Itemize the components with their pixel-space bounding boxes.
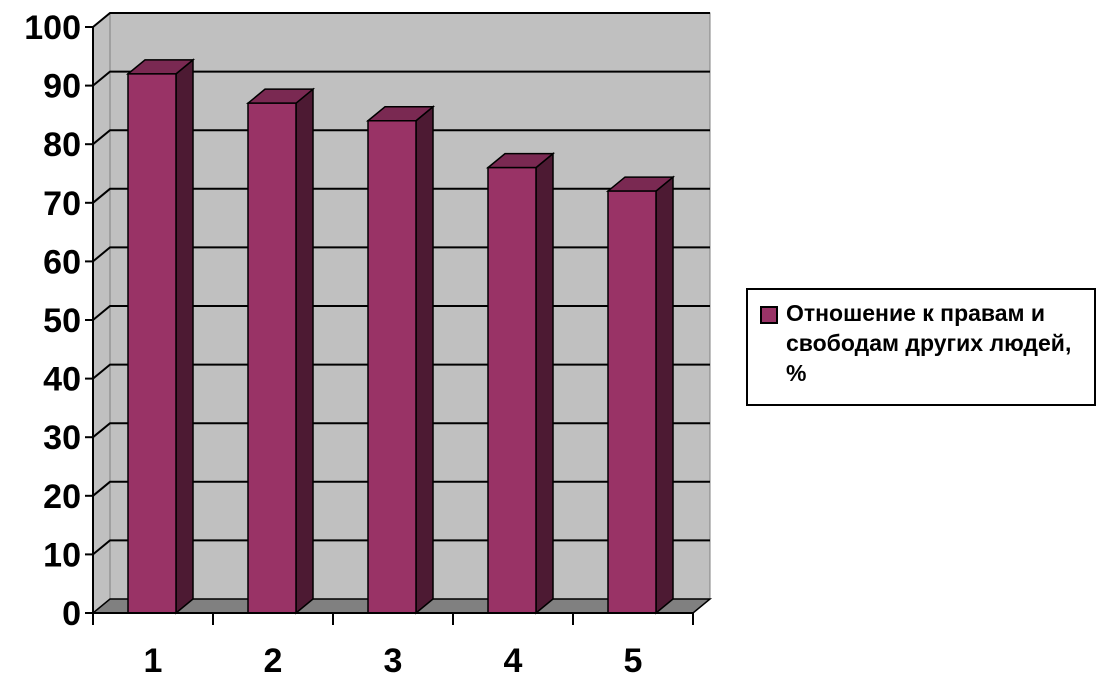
y-tick-label: 20 bbox=[43, 478, 81, 516]
x-axis-tick-labels: 1 2 3 4 5 bbox=[144, 642, 643, 680]
bar bbox=[127, 73, 177, 614]
x-tick-label: 3 bbox=[384, 642, 403, 680]
bar bbox=[367, 120, 417, 614]
bar-side bbox=[655, 175, 674, 615]
legend-label: Отношение к правам и свободам других люд… bbox=[786, 300, 1072, 386]
gridline bbox=[92, 12, 710, 28]
y-tick-label: 70 bbox=[43, 185, 81, 223]
bar bbox=[247, 102, 297, 614]
y-tick-label: 100 bbox=[24, 9, 81, 47]
bar bbox=[607, 190, 657, 614]
bar-side bbox=[175, 58, 194, 615]
y-tick-label: 60 bbox=[43, 243, 81, 281]
gridline bbox=[92, 70, 710, 87]
legend: Отношение к правам и свободам других люд… bbox=[746, 288, 1096, 406]
x-tick-label: 5 bbox=[624, 642, 643, 680]
legend-swatch bbox=[760, 306, 778, 324]
y-tick-label: 50 bbox=[43, 302, 81, 340]
bar-side bbox=[415, 105, 434, 615]
bar bbox=[487, 166, 537, 614]
x-tick-label: 4 bbox=[504, 642, 523, 680]
y-tick-label: 90 bbox=[43, 68, 81, 106]
y-tick-label: 0 bbox=[62, 595, 81, 633]
y-tick-label: 40 bbox=[43, 361, 81, 399]
axes bbox=[85, 26, 694, 625]
bar-side bbox=[535, 152, 554, 615]
y-tick-label: 80 bbox=[43, 126, 81, 164]
x-tick-label: 2 bbox=[264, 642, 283, 680]
y-axis-tick-labels: 0 10 20 30 40 50 60 70 80 90 100 bbox=[24, 9, 81, 633]
x-tick-label: 1 bbox=[144, 642, 163, 680]
y-tick-label: 10 bbox=[43, 536, 81, 574]
gridline bbox=[92, 129, 710, 145]
bar-side bbox=[295, 87, 314, 615]
y-tick-label: 30 bbox=[43, 419, 81, 457]
